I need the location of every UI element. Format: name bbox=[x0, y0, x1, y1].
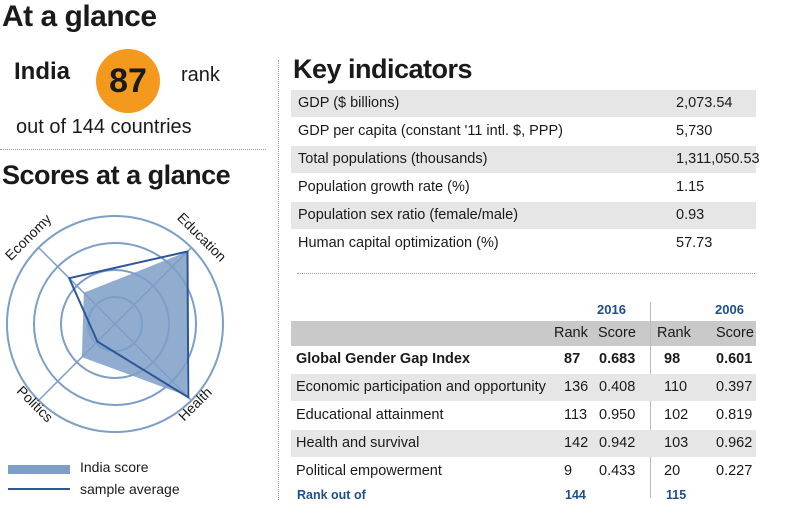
rank-badge: 87 bbox=[96, 49, 160, 113]
legend-average-label: sample average bbox=[80, 481, 180, 497]
legend-india-swatch bbox=[8, 465, 70, 474]
gap-score-2006: 0.227 bbox=[716, 463, 753, 479]
key-indicator-row: Population growth rate (%) 1.15 bbox=[291, 174, 756, 201]
country-label: India bbox=[14, 58, 71, 85]
year-2016-header: 2016 bbox=[597, 302, 626, 317]
divider bbox=[297, 273, 755, 274]
gap-rank-2016: 87 bbox=[564, 351, 581, 367]
year-2006-header: 2006 bbox=[715, 302, 744, 317]
key-indicator-value: 1,311,050.53 bbox=[676, 151, 760, 167]
gap-row-label: Political empowerment bbox=[296, 463, 442, 479]
rank-word: rank bbox=[181, 64, 220, 86]
gap-table-row: Political empowerment 9 0.433 20 0.227 bbox=[291, 458, 756, 485]
gap-table-header-bar bbox=[291, 321, 756, 346]
col-score-2006: Score bbox=[716, 325, 754, 341]
col-rank-2016: Rank bbox=[554, 325, 588, 341]
gap-rank-2016: 113 bbox=[564, 407, 588, 423]
gap-score-2006: 0.397 bbox=[716, 379, 753, 395]
key-indicator-value: 2,073.54 bbox=[676, 95, 733, 111]
gap-row-label: Global Gender Gap Index bbox=[296, 351, 471, 367]
gap-rank-2016: 136 bbox=[564, 379, 589, 395]
legend-india-label: India score bbox=[80, 459, 149, 475]
gap-table-row: Global Gender Gap Index 87 0.683 98 0.601 bbox=[291, 346, 756, 373]
divider bbox=[0, 149, 266, 150]
key-indicator-label: Human capital optimization (%) bbox=[298, 235, 499, 251]
key-indicator-row: Population sex ratio (female/male) 0.93 bbox=[291, 202, 756, 229]
page-title: At a glance bbox=[2, 0, 157, 33]
gap-score-2016: 0.433 bbox=[599, 463, 636, 479]
gap-table-row: Health and survival 142 0.942 103 0.962 bbox=[291, 430, 756, 457]
radar-series bbox=[67, 250, 190, 400]
key-indicators-title: Key indicators bbox=[293, 54, 473, 84]
key-indicator-row: Total populations (thousands) 1,311,050.5… bbox=[291, 146, 760, 173]
key-indicator-label: Population growth rate (%) bbox=[298, 179, 470, 195]
gap-rank-2006: 98 bbox=[664, 351, 681, 367]
gap-score-2006: 0.819 bbox=[716, 407, 753, 423]
rank-out-of-text: out of 144 countries bbox=[16, 116, 192, 138]
legend-average-swatch bbox=[8, 488, 70, 490]
key-indicator-value: 57.73 bbox=[676, 235, 713, 251]
col-rank-2006: Rank bbox=[657, 325, 691, 341]
radar-ring bbox=[33, 242, 197, 406]
gap-row-label: Educational attainment bbox=[296, 407, 444, 423]
key-indicator-value: 5,730 bbox=[676, 123, 713, 139]
gap-score-2006: 0.962 bbox=[716, 435, 753, 451]
gap-score-2016: 0.942 bbox=[599, 435, 636, 451]
rank-out-of-label: Rank out of bbox=[297, 488, 366, 502]
gap-rank-2016: 142 bbox=[564, 435, 589, 451]
key-indicator-label: Population sex ratio (female/male) bbox=[298, 207, 519, 223]
gap-rank-2006: 103 bbox=[664, 435, 689, 451]
gap-rank-2006: 102 bbox=[664, 407, 689, 423]
scores-title: Scores at a glance bbox=[2, 160, 231, 190]
rank-out-of-2016: 144 bbox=[565, 488, 586, 502]
sample-average-line bbox=[67, 250, 190, 400]
gap-rank-2016: 9 bbox=[564, 463, 573, 479]
key-indicator-row: GDP ($ billions) 2,073.54 bbox=[291, 90, 756, 117]
key-indicator-value: 0.93 bbox=[676, 207, 705, 223]
key-indicator-label: GDP ($ billions) bbox=[298, 95, 400, 111]
gap-rank-2006: 20 bbox=[664, 463, 681, 479]
gap-table-row: Economic participation and opportunity 13… bbox=[291, 374, 756, 401]
gap-table-row: Educational attainment 113 0.950 102 0.819 bbox=[291, 402, 756, 429]
vertical-divider bbox=[278, 60, 279, 500]
rank-out-of-2006: 115 bbox=[666, 488, 687, 502]
radar-ring bbox=[6, 215, 224, 433]
key-indicator-label: Total populations (thousands) bbox=[298, 151, 488, 167]
key-indicator-label: GDP per capita (constant '11 intl. $, PP… bbox=[298, 123, 563, 139]
gap-rank-2006: 110 bbox=[664, 379, 688, 395]
key-indicator-row: Human capital optimization (%) 57.73 bbox=[291, 230, 756, 257]
gap-score-2006: 0.601 bbox=[716, 351, 753, 367]
gap-score-2016: 0.683 bbox=[599, 351, 636, 367]
key-indicator-value: 1.15 bbox=[676, 179, 705, 195]
india-score-area bbox=[81, 251, 188, 396]
col-score-2016: Score bbox=[598, 325, 636, 341]
gap-score-2016: 0.950 bbox=[599, 407, 636, 423]
gap-row-label: Economic participation and opportunity bbox=[296, 379, 546, 395]
gap-row-label: Health and survival bbox=[296, 435, 420, 451]
key-indicator-row: GDP per capita (constant '11 intl. $, PP… bbox=[291, 118, 756, 145]
gap-score-2016: 0.408 bbox=[599, 379, 636, 395]
